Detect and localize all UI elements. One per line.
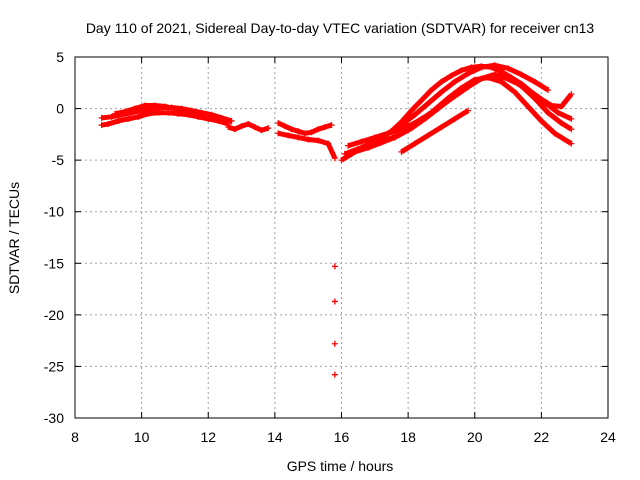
series-track <box>373 62 550 142</box>
y-tick-label: 5 <box>56 49 64 65</box>
series-track <box>277 130 338 160</box>
x-tick-label: 18 <box>400 429 416 445</box>
y-tick-label: -25 <box>44 358 64 374</box>
series-track <box>114 102 206 118</box>
y-tick-label: -30 <box>44 410 64 426</box>
x-tick-label: 20 <box>467 429 483 445</box>
series-sat-c <box>111 102 208 118</box>
data-point <box>331 340 338 347</box>
y-axis-label: SDTVAR / TECUs <box>6 182 22 294</box>
x-axis-label: GPS time / hours <box>287 458 394 474</box>
marks-layer <box>98 62 575 378</box>
y-tick-label: 0 <box>56 101 64 117</box>
y-tick-labels: 5 0 -5 -10 -15 -20 -25 -30 <box>44 49 64 426</box>
y-tick-label: -10 <box>44 204 64 220</box>
series-track <box>400 108 470 155</box>
y-tick-label: -20 <box>44 307 64 323</box>
x-tick-label: 8 <box>71 429 79 445</box>
ticks-layer <box>74 56 609 419</box>
series-sat-e <box>275 120 335 137</box>
x-tick-label: 16 <box>334 429 350 445</box>
series-sat-a <box>98 109 232 129</box>
y-tick-label: -15 <box>44 255 64 271</box>
series-outliers <box>331 263 338 378</box>
series-track <box>227 121 269 133</box>
series-sat-k <box>371 62 552 143</box>
x-tick-label: 10 <box>134 429 150 445</box>
data-point <box>331 263 338 270</box>
series-sat-d <box>225 121 272 134</box>
series-sat-l <box>398 107 472 155</box>
x-tick-labels: 8 10 12 14 16 18 20 22 24 <box>71 429 616 445</box>
data-point <box>331 298 338 305</box>
chart-title: Day 110 of 2021, Sidereal Day-to-day VTE… <box>86 20 595 36</box>
x-tick-label: 22 <box>534 429 550 445</box>
data-point <box>331 371 338 378</box>
y-tick-label: -5 <box>52 152 65 168</box>
x-tick-label: 12 <box>200 429 216 445</box>
series-track <box>354 75 573 155</box>
series-sat-f <box>275 130 338 162</box>
series-track <box>101 110 229 128</box>
x-tick-label: 24 <box>600 429 616 445</box>
series-track <box>277 120 333 136</box>
series-sat-j <box>351 74 575 155</box>
x-tick-label: 14 <box>267 429 283 445</box>
